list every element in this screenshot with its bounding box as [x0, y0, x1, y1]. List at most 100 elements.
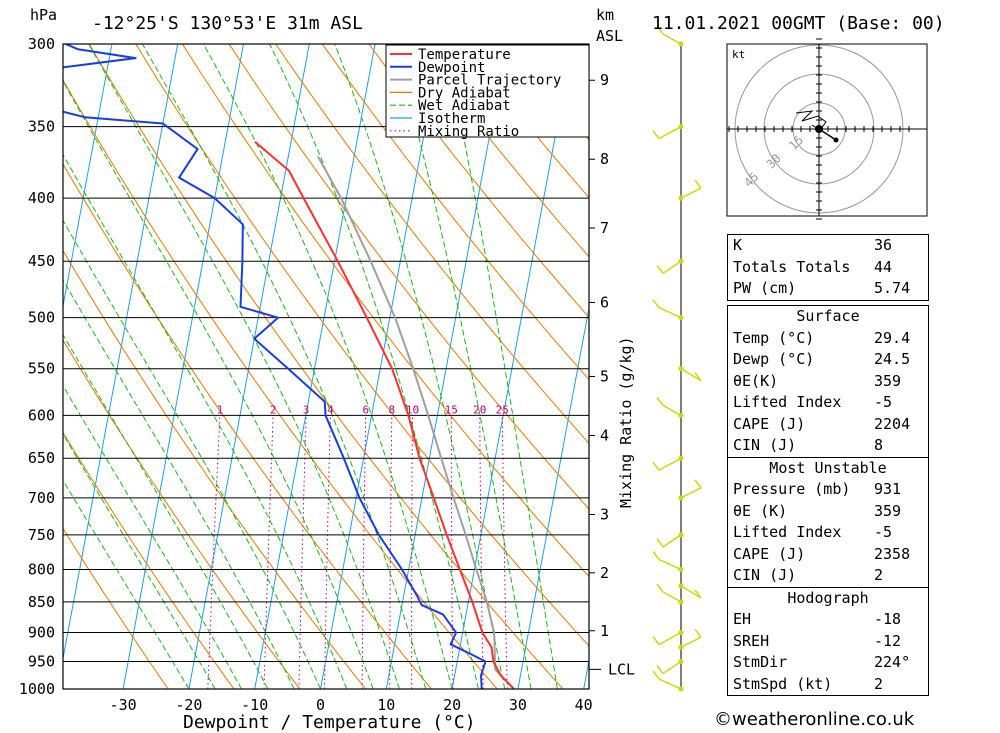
plot-frame — [62, 43, 590, 690]
mixing-ratio-line — [361, 415, 367, 689]
mixing-ratio-label: 25 — [496, 403, 509, 416]
mixing-ratio-label: 2 — [270, 403, 277, 416]
mixing-ratio-label: 4 — [327, 403, 334, 416]
wind-level-dot — [678, 659, 684, 665]
wind-level-dot — [678, 315, 684, 321]
temperature-tick-label: -10 — [241, 696, 268, 714]
km-tick-label: 9 — [600, 71, 609, 89]
wind-barb-staff — [662, 404, 682, 416]
isotherm-line — [320, 44, 442, 689]
wet-adiabat-line — [63, 433, 216, 689]
wind-barb-staff — [658, 558, 682, 571]
wind-level-dot — [678, 41, 684, 47]
hodo-key: SREH — [733, 631, 770, 650]
wind-level-dot — [678, 495, 684, 501]
wind-barb-flag — [694, 589, 702, 599]
wind-barb-flag — [652, 636, 660, 645]
mixing-ratio-line — [501, 415, 508, 689]
surface-value: 24.5 — [874, 350, 911, 368]
wind-level-dot — [678, 532, 684, 538]
index-key: Totals Totals — [733, 257, 851, 276]
mu-key: Lifted Index — [733, 523, 842, 541]
wind-barb-staff — [680, 585, 702, 599]
mu-row: Lifted Index -5 — [728, 522, 928, 544]
hodo-key: EH — [733, 610, 752, 628]
mixing-ratio-line — [479, 415, 484, 689]
location-title: -12°25'S 130°53'E 31m ASL — [92, 13, 363, 34]
km-tick-label: 3 — [600, 505, 609, 523]
wind-profile — [652, 25, 702, 692]
hodo-value: -12 — [874, 631, 902, 650]
km-tick-label: 4 — [600, 426, 609, 444]
mu-row: Pressure (mb) 931 — [728, 479, 928, 501]
isotherm-line — [63, 44, 113, 309]
surface-key: CIN (J) — [733, 436, 797, 454]
pressure-tick-label: 850 — [28, 593, 55, 611]
x-axis-label: Dewpoint / Temperature (°C) — [183, 712, 476, 733]
dry-adiabat-line — [63, 527, 169, 689]
storm-motion-point — [833, 137, 839, 143]
index-row: Totals Totals 44 — [728, 257, 928, 279]
wind-level-dot — [678, 412, 684, 418]
mixing-ratio-line — [263, 415, 274, 689]
mixing-ratio-label: 20 — [473, 403, 486, 416]
wind-barb-staff — [662, 534, 682, 548]
km-tick-label: 5 — [600, 367, 609, 385]
wind-barb-flag — [694, 628, 702, 638]
legend-label: Isotherm — [418, 111, 485, 127]
mu-value: 931 — [874, 480, 902, 498]
wind-level-dot — [678, 583, 684, 589]
wind-barb-staff — [658, 125, 682, 140]
wind-barb-flag — [652, 130, 660, 140]
mixing-ratio-label: 6 — [362, 403, 369, 416]
index-value: 5.74 — [874, 279, 911, 297]
pressure-tick-label: 300 — [28, 35, 55, 53]
mixing-ratio-line — [207, 415, 221, 689]
wind-barb-staff — [680, 187, 702, 199]
surface-value: 2204 — [874, 414, 911, 433]
pressure-tick-label: 600 — [28, 406, 55, 424]
surface-row: θE(K) 359 — [728, 371, 928, 393]
wind-barb-staff — [658, 631, 682, 646]
indices-table: K 36 Totals Totals 44 PW (cm) 5.74 — [727, 234, 929, 301]
wind-barb-flag — [652, 299, 660, 309]
surface-key: CAPE (J) — [733, 414, 806, 433]
lcl-label: LCL — [608, 660, 635, 678]
km-tick-label: 7 — [600, 219, 609, 237]
km-tick-label: 1 — [600, 622, 609, 640]
surface-value: 359 — [874, 371, 902, 390]
wind-barb-staff — [680, 636, 702, 648]
hodo-row: StmDir 224° — [728, 652, 928, 674]
hodo-row: SREH -12 — [728, 631, 928, 653]
mixing-ratio-line — [389, 415, 393, 689]
hodo-key: StmDir — [733, 653, 788, 671]
index-value: 44 — [874, 257, 893, 276]
dry-adiabat-line — [63, 79, 498, 689]
hodograph-origin — [815, 125, 823, 133]
wind-barb-staff — [662, 660, 682, 675]
legend-label: Parcel Trajectory — [418, 73, 561, 89]
pressure-unit: hPa — [30, 6, 57, 24]
index-row: PW (cm) 5.74 — [728, 278, 928, 300]
dry-adiabat-line — [321, 44, 589, 381]
pressure-tick-label: 800 — [28, 560, 55, 578]
wind-barb-flag — [652, 461, 660, 471]
pressure-tick-label: 900 — [28, 624, 55, 642]
wind-level-dot — [678, 195, 684, 201]
credit-link[interactable]: ©weatheronline.co.uk — [714, 709, 915, 730]
wind-barb-staff — [662, 260, 682, 274]
index-row: K 36 — [728, 235, 928, 257]
mu-row: θE (K) 359 — [728, 501, 928, 523]
surface-row: Dewp (°C) 24.5 — [728, 349, 928, 371]
asl-unit: ASL — [596, 27, 623, 45]
mixing-ratio-label: 8 — [388, 403, 395, 416]
dewpoint-line — [63, 44, 487, 689]
wind-barb-flag — [656, 264, 664, 274]
wet-adiabat-line — [63, 384, 242, 689]
temperature-tick-label: 0 — [316, 696, 325, 714]
wind-level-dot — [678, 630, 684, 636]
temperature-tick-label: 30 — [509, 696, 527, 714]
isotherm-line — [122, 44, 244, 689]
